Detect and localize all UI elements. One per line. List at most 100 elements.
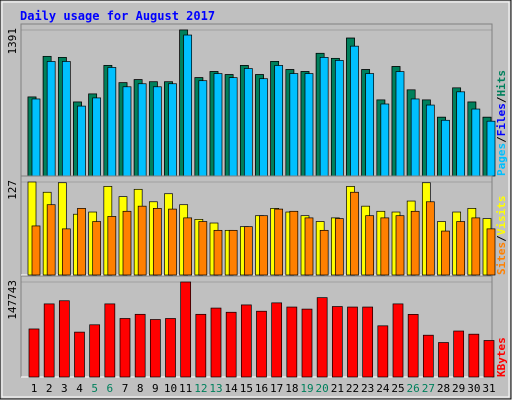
- x-tick-label: 5: [91, 382, 98, 395]
- bar: [152, 86, 162, 177]
- bar: [471, 217, 481, 276]
- bar: [441, 119, 450, 177]
- bar: [149, 319, 161, 378]
- bar: [198, 80, 208, 177]
- bar: [228, 77, 238, 177]
- x-tick-label: 18: [285, 382, 298, 395]
- bar: [362, 306, 374, 378]
- bar: [180, 281, 192, 378]
- y-tick-label: 1391: [6, 28, 19, 55]
- y-tick-label: 127: [6, 180, 19, 200]
- bar: [61, 228, 71, 276]
- bar: [58, 300, 70, 378]
- bar: [165, 318, 176, 378]
- bar: [77, 208, 86, 276]
- bar: [134, 313, 146, 378]
- bar: [410, 98, 420, 177]
- bar: [392, 303, 404, 378]
- bar: [350, 45, 359, 177]
- x-tick-label: 28: [437, 382, 450, 395]
- legend-entry: Visits: [495, 196, 508, 236]
- bar: [365, 215, 375, 276]
- legend: KBytes: [495, 337, 508, 377]
- x-tick-label: 8: [137, 382, 144, 395]
- bar: [425, 201, 435, 276]
- bar: [468, 333, 480, 378]
- bar: [89, 324, 101, 378]
- x-tick-label: 13: [209, 382, 222, 395]
- bar: [347, 306, 358, 378]
- x-tick-label: 16: [255, 382, 268, 395]
- bar: [74, 331, 85, 378]
- bar: [137, 83, 147, 177]
- bar: [213, 229, 223, 276]
- x-tick-label: 11: [179, 382, 192, 395]
- x-tick-label: 29: [452, 382, 465, 395]
- x-tick-label: 14: [225, 382, 239, 395]
- bar: [46, 204, 56, 276]
- legend-entry: Files: [495, 103, 508, 136]
- bar: [319, 57, 329, 177]
- bar: [319, 229, 329, 276]
- bar: [334, 60, 344, 177]
- legend: Sites/Visits: [495, 196, 508, 276]
- legend-separator: /: [495, 235, 508, 242]
- bar: [168, 208, 177, 276]
- legend-separator: /: [495, 136, 508, 143]
- bar: [183, 217, 193, 276]
- x-tick-label: 27: [422, 382, 435, 395]
- x-tick-label: 2: [46, 382, 53, 395]
- bar: [259, 78, 268, 177]
- chart-title: Daily usage for August 2017: [20, 9, 215, 23]
- bar: [422, 334, 434, 378]
- bar: [274, 65, 284, 177]
- bar: [77, 105, 86, 177]
- bar: [240, 304, 252, 378]
- x-tick-label: 17: [270, 382, 283, 395]
- bar: [168, 83, 177, 177]
- bar: [195, 313, 207, 378]
- bar: [198, 221, 208, 276]
- bar: [210, 307, 222, 378]
- bar: [243, 226, 253, 276]
- bar: [213, 73, 223, 177]
- bar: [304, 217, 314, 276]
- bar: [471, 108, 481, 177]
- bar: [331, 306, 343, 378]
- x-tick-label: 15: [240, 382, 253, 395]
- x-tick-label: 3: [61, 382, 68, 395]
- x-tick-label: 25: [391, 382, 404, 395]
- x-tick-label: 9: [152, 382, 159, 395]
- legend-entry: Pages: [495, 143, 508, 176]
- bar: [61, 61, 71, 177]
- x-tick-label: 1: [31, 382, 38, 395]
- bar: [483, 340, 495, 378]
- bar: [441, 230, 450, 276]
- x-tick-label: 20: [316, 382, 329, 395]
- bar: [107, 216, 117, 276]
- bar: [46, 61, 56, 177]
- x-tick-label: 31: [482, 382, 495, 395]
- x-tick-label: 12: [194, 382, 207, 395]
- x-tick-label: 22: [346, 382, 359, 395]
- bar: [301, 308, 313, 378]
- bar: [289, 210, 299, 276]
- bar: [31, 225, 41, 276]
- bar: [92, 97, 102, 177]
- x-tick-label: 24: [376, 382, 390, 395]
- legend-entry: Hits: [495, 70, 508, 97]
- bar: [438, 342, 449, 378]
- bar: [395, 71, 405, 177]
- x-tick-label: 21: [331, 382, 344, 395]
- bar: [425, 104, 435, 177]
- bar: [304, 73, 314, 177]
- bar: [410, 210, 420, 276]
- bar: [407, 314, 419, 378]
- x-tick-label: 23: [361, 382, 374, 395]
- bar: [380, 103, 390, 177]
- bar: [486, 228, 496, 276]
- bar: [137, 205, 147, 276]
- x-tick-label: 19: [300, 382, 313, 395]
